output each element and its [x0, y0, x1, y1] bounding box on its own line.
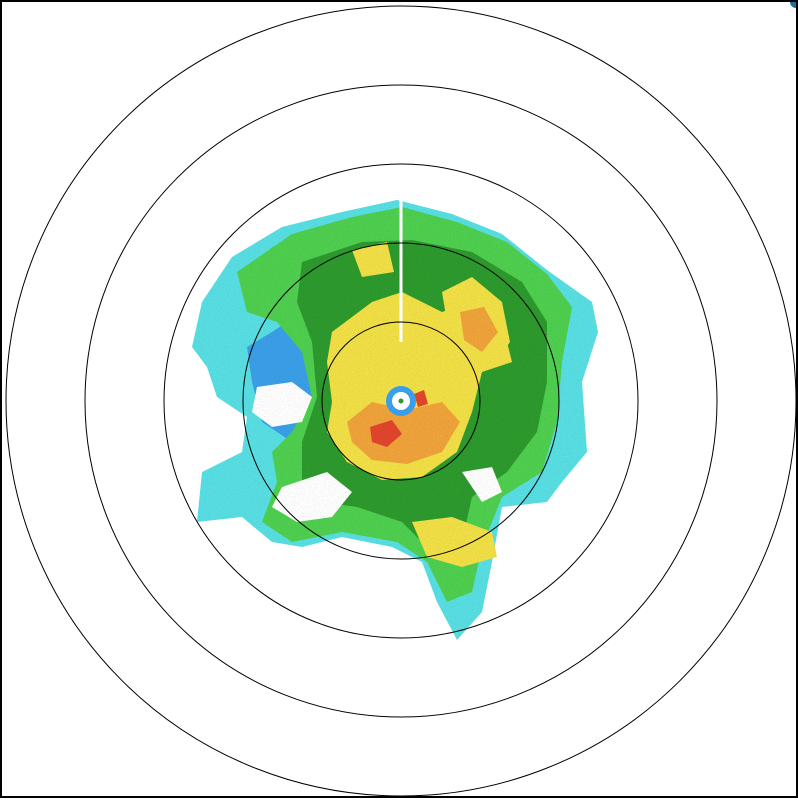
echo-gap-west [252, 382, 312, 427]
range-ring-1 [321, 321, 481, 481]
radar-site-marker-icon [398, 398, 404, 404]
echo-orange-ne [460, 307, 498, 352]
echo-red [370, 420, 402, 447]
echo-yellow-north [352, 242, 394, 277]
echo-red-east [414, 390, 428, 407]
echo-gap-southwest [272, 472, 352, 522]
echo-orange [347, 402, 460, 464]
radar-center [386, 386, 416, 416]
range-rings [5, 5, 797, 797]
precipitation-echoes [192, 200, 598, 640]
echo-yellow-south [412, 517, 497, 567]
range-ring-3 [163, 163, 639, 639]
range-ring-4 [84, 84, 718, 718]
range-ring-2 [242, 242, 560, 560]
corner-marker [790, 2, 796, 8]
echo-gap-south [462, 467, 502, 502]
range-ring-5 [5, 5, 797, 797]
